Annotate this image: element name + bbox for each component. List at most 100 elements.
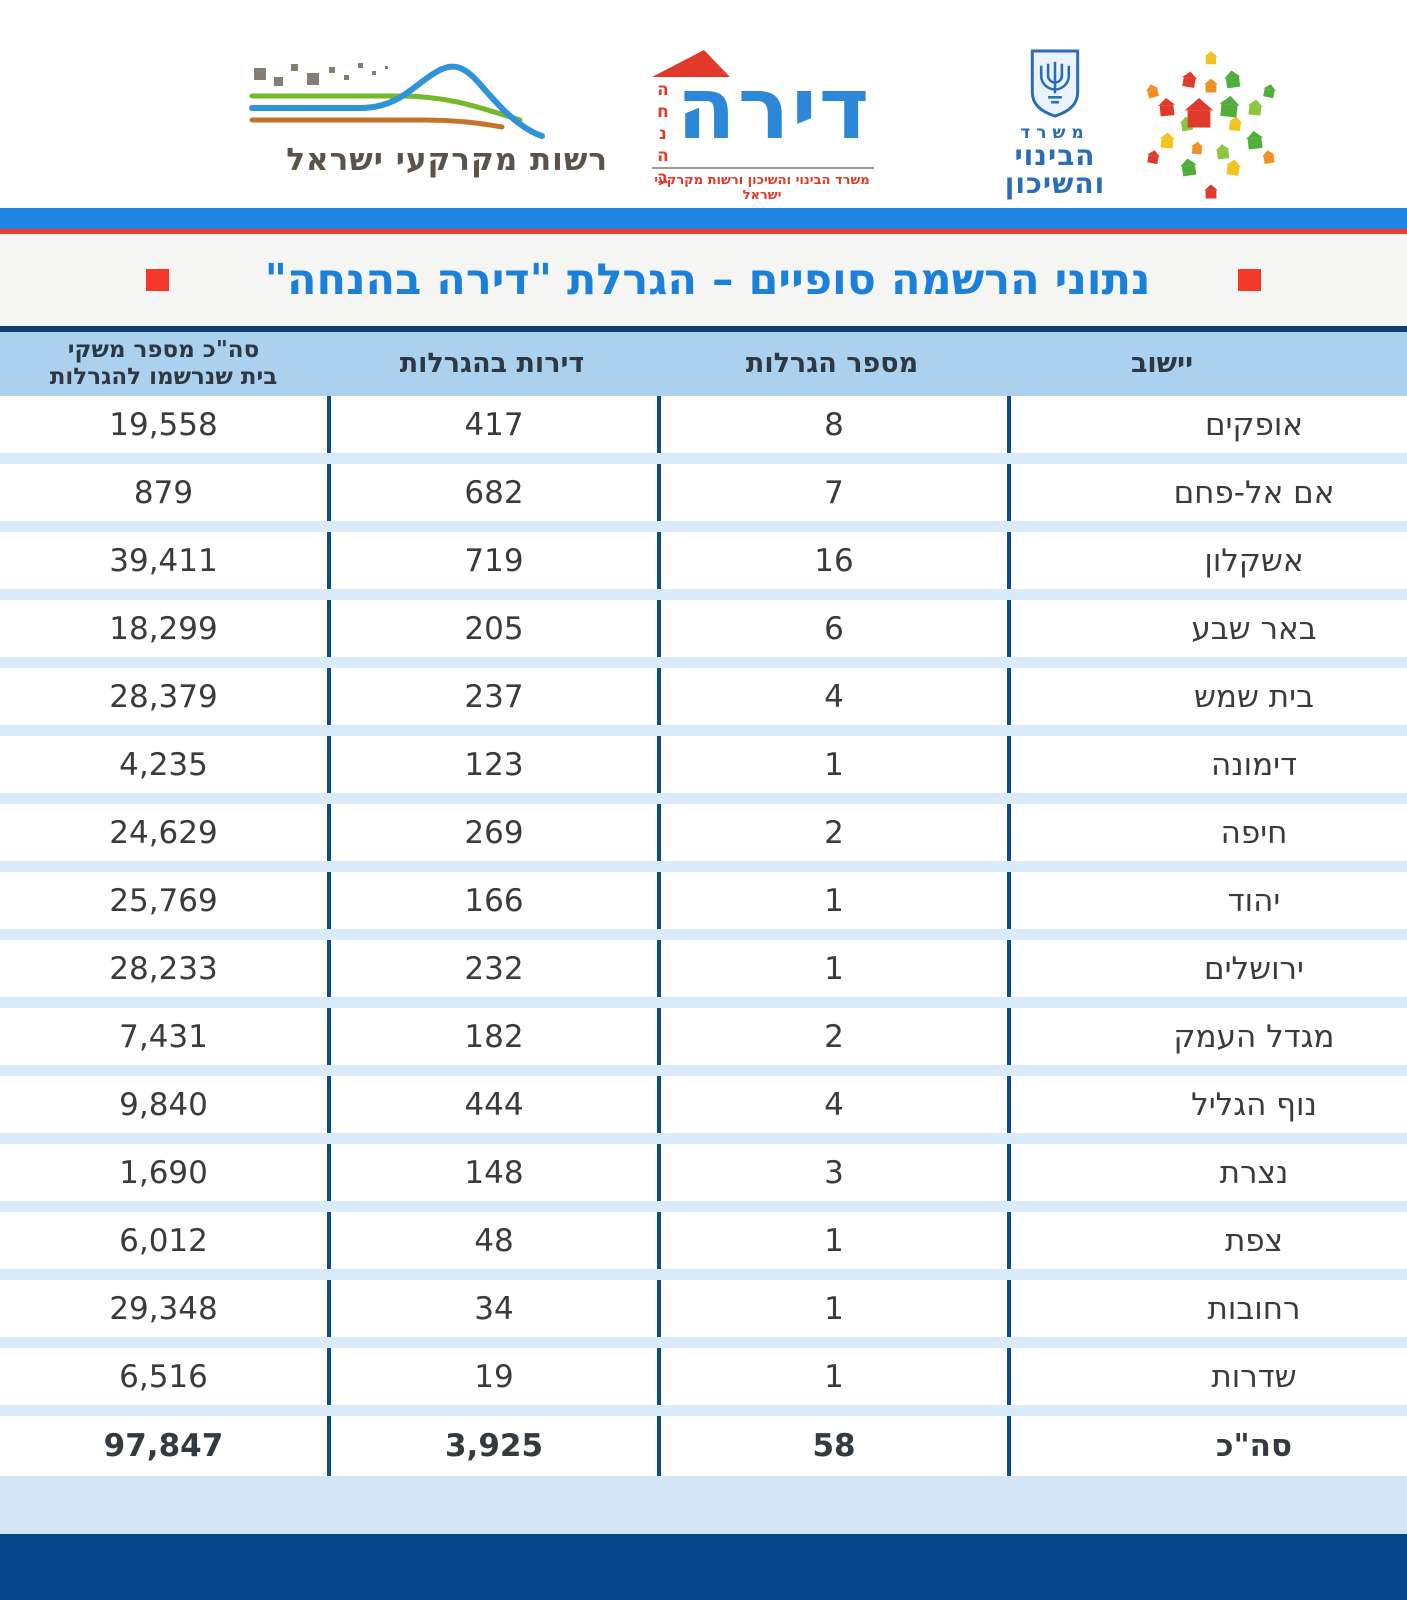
israel-land-authority-logo: רשות מקרקעי ישראל bbox=[248, 48, 608, 178]
page-title: נתוני הרשמה סופיים – הגרלת "דירה בהנחה" bbox=[264, 255, 1151, 305]
cell-apartments: 182 bbox=[327, 1008, 657, 1065]
cell-lotteries: 2 bbox=[657, 804, 1007, 861]
column-header-city: יישוב bbox=[1130, 348, 1194, 380]
cell-lotteries: 3 bbox=[657, 1144, 1007, 1201]
ministry-name-line2: הבינוי bbox=[1014, 139, 1096, 172]
cell-apartments: 444 bbox=[327, 1076, 657, 1133]
cell-apartments: 237 bbox=[327, 668, 657, 725]
table-row: רחובות 1 34 29,348 bbox=[0, 1280, 1407, 1337]
cell-total-lotteries: 58 bbox=[657, 1416, 1007, 1476]
cell-apartments: 19 bbox=[327, 1348, 657, 1405]
column-header-households-line1: סה"כ מספר משקי bbox=[67, 336, 260, 363]
table-row: חיפה 2 269 24,629 bbox=[0, 804, 1407, 861]
cell-households: 18,299 bbox=[109, 610, 218, 647]
bottom-navy-band bbox=[0, 1534, 1407, 1600]
logos-header: רשות מקרקעי ישראל בהנחה דירה משרד הבינוי… bbox=[0, 0, 1407, 208]
cell-city: אופקים bbox=[1007, 396, 1407, 453]
table-row: אם אל-פחם 7 682 879 bbox=[0, 464, 1407, 521]
dira-divider-line bbox=[652, 167, 874, 169]
table-row: נצרת 3 148 1,690 bbox=[0, 1144, 1407, 1201]
title-strip: נתוני הרשמה סופיים – הגרלת "דירה בהנחה" bbox=[0, 234, 1407, 326]
cell-apartments: 269 bbox=[327, 804, 657, 861]
ministry-housing-logo: משרד הבינוי והשיכון bbox=[985, 48, 1295, 199]
top-blue-band bbox=[0, 208, 1407, 229]
table-row: בית שמש 4 237 28,379 bbox=[0, 668, 1407, 725]
roof-triangle-icon bbox=[652, 50, 730, 77]
ministry-name-line1: משרד bbox=[1020, 123, 1090, 143]
cell-lotteries: 16 bbox=[657, 532, 1007, 589]
cell-city: אם אל-פחם bbox=[1007, 464, 1407, 521]
cell-city: נצרת bbox=[1007, 1144, 1407, 1201]
ministry-name: משרד הבינוי והשיכון bbox=[1005, 125, 1105, 198]
cell-total-label: סה"כ bbox=[1007, 1416, 1407, 1476]
table-row: מגדל העמק 2 182 7,431 bbox=[0, 1008, 1407, 1065]
cell-lotteries: 7 bbox=[657, 464, 1007, 521]
cell-city: חיפה bbox=[1007, 804, 1407, 861]
cell-apartments: 682 bbox=[327, 464, 657, 521]
cell-apartments: 48 bbox=[327, 1212, 657, 1269]
cell-total-apartments: 3,925 bbox=[327, 1416, 657, 1476]
cell-lotteries: 2 bbox=[657, 1008, 1007, 1065]
cell-households: 25,769 bbox=[109, 882, 218, 919]
cell-households: 4,235 bbox=[119, 746, 208, 783]
cell-lotteries: 1 bbox=[657, 1348, 1007, 1405]
cell-city: דימונה bbox=[1007, 736, 1407, 793]
table-header-row: יישוב מספר הגרלות דירות בהגרלות סה"כ מספ… bbox=[0, 332, 1407, 396]
cell-households: 19,558 bbox=[109, 406, 218, 443]
table-total-row: סה"כ 58 3,925 97,847 bbox=[0, 1416, 1407, 1476]
title-red-square-right bbox=[1238, 269, 1262, 291]
table-row: נוף הגליל 4 444 9,840 bbox=[0, 1076, 1407, 1133]
state-emblem-menorah-icon bbox=[1030, 49, 1080, 118]
cell-households: 29,348 bbox=[109, 1290, 218, 1327]
column-header-lotteries: מספר הגרלות bbox=[745, 348, 919, 380]
cell-households: 1,690 bbox=[119, 1154, 208, 1191]
land-authority-landscape-icon bbox=[249, 63, 545, 139]
cell-apartments: 232 bbox=[327, 940, 657, 997]
cell-lotteries: 4 bbox=[657, 1076, 1007, 1133]
cell-city: מגדל העמק bbox=[1007, 1008, 1407, 1065]
cell-households: 24,629 bbox=[109, 814, 218, 851]
cell-households: 28,233 bbox=[109, 950, 218, 987]
cell-households: 6,516 bbox=[119, 1358, 208, 1395]
table-row: אופקים 8 417 19,558 bbox=[0, 396, 1407, 453]
cell-households: 7,431 bbox=[119, 1018, 208, 1055]
table-body: אופקים 8 417 19,558 אם אל-פחם 7 682 879 … bbox=[0, 396, 1407, 1476]
cell-apartments: 719 bbox=[327, 532, 657, 589]
cell-apartments: 205 bbox=[327, 600, 657, 657]
cell-city: אשקלון bbox=[1007, 532, 1407, 589]
dira-main-wordmark: דירה bbox=[676, 59, 872, 159]
cell-apartments: 417 bbox=[327, 396, 657, 453]
table-row: באר שבע 6 205 18,299 bbox=[0, 600, 1407, 657]
table-row: ירושלים 1 232 28,233 bbox=[0, 940, 1407, 997]
cell-city: ירושלים bbox=[1007, 940, 1407, 997]
column-header-apartments: דירות בהגרלות bbox=[399, 348, 585, 380]
table-row: יהוד 1 166 25,769 bbox=[0, 872, 1407, 929]
cell-apartments: 148 bbox=[327, 1144, 657, 1201]
cell-lotteries: 6 bbox=[657, 600, 1007, 657]
cell-city: באר שבע bbox=[1007, 600, 1407, 657]
land-authority-wordmark: רשות מקרקעי ישראל bbox=[286, 142, 608, 178]
cell-lotteries: 4 bbox=[657, 668, 1007, 725]
cell-lotteries: 8 bbox=[657, 396, 1007, 453]
cell-city: נוף הגליל bbox=[1007, 1076, 1407, 1133]
cell-lotteries: 1 bbox=[657, 736, 1007, 793]
dira-subtitle: משרד הבינוי והשיכון ורשות מקרקעי ישראל bbox=[654, 173, 870, 203]
title-red-square-left bbox=[145, 269, 169, 291]
cell-households: 879 bbox=[133, 474, 194, 511]
table-row: דימונה 1 123 4,235 bbox=[0, 736, 1407, 793]
cell-apartments: 34 bbox=[327, 1280, 657, 1337]
cell-households: 9,840 bbox=[119, 1086, 208, 1123]
cell-lotteries: 1 bbox=[657, 940, 1007, 997]
table-top-border bbox=[0, 326, 1407, 332]
cell-city: שדרות bbox=[1007, 1348, 1407, 1405]
top-red-band bbox=[0, 229, 1407, 234]
cell-households: 28,379 bbox=[109, 678, 218, 715]
cell-households: 39,411 bbox=[109, 542, 218, 579]
cell-city: בית שמש bbox=[1007, 668, 1407, 725]
ministry-name-line3: והשיכון bbox=[1004, 167, 1106, 200]
cell-lotteries: 1 bbox=[657, 872, 1007, 929]
dira-behanacha-logo: בהנחה דירה משרד הבינוי והשיכון ורשות מקר… bbox=[648, 50, 876, 203]
cell-apartments: 123 bbox=[327, 736, 657, 793]
cell-lotteries: 1 bbox=[657, 1212, 1007, 1269]
